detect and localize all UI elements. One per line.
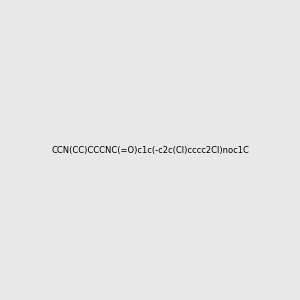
Text: CCN(CC)CCCNC(=O)c1c(-c2c(Cl)cccc2Cl)noc1C: CCN(CC)CCCNC(=O)c1c(-c2c(Cl)cccc2Cl)noc1… <box>51 146 249 154</box>
